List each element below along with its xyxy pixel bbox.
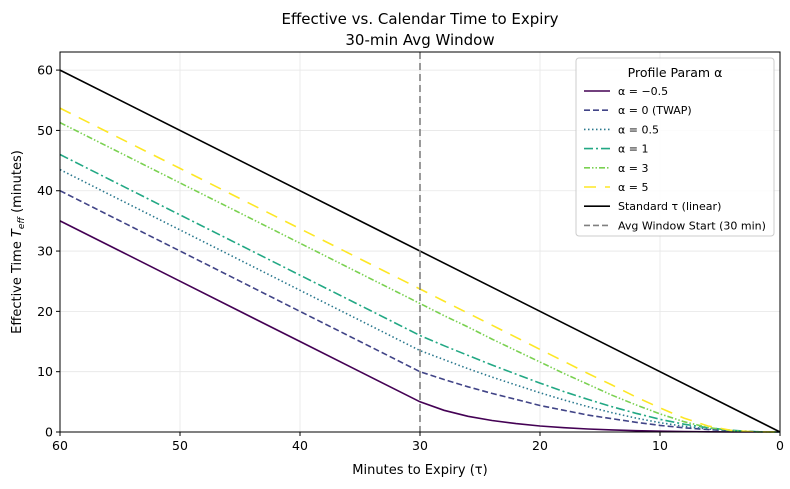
y-axis-label: Effective Time Teff (minutes) [10,150,27,334]
chart-subtitle: 30-min Avg Window [345,31,494,49]
x-axis-label: Minutes to Expiry (τ) [352,463,487,478]
y-tick-label: 60 [37,63,53,78]
series-line-5 [59,107,781,433]
y-tick-label: 50 [37,123,53,138]
legend-label-4: α = 3 [618,162,648,175]
x-tick-label: 60 [52,438,68,453]
legend: Profile Param α α = −0.5 α = 0 (TWAP) α = … [575,57,775,237]
y-tick-label: 20 [37,304,53,319]
legend-label-3: α = 1 [618,143,648,156]
y-tick-label: 40 [37,183,53,198]
legend-label-6: Standard τ (linear) [618,200,721,213]
x-tick-label: 0 [776,438,784,453]
y-tick-label: 30 [37,244,53,259]
legend-label-0: α = −0.5 [618,85,668,98]
legend-box [575,57,775,237]
x-tick-label: 10 [652,438,668,453]
y-tick-label: 0 [45,425,53,440]
y-tick-label: 10 [37,364,53,379]
legend-label-7: Avg Window Start (30 min) [618,219,766,232]
x-tick-label: 30 [412,438,428,453]
chart-title: Effective vs. Calendar Time to Expiry [281,10,558,28]
legend-label-5: α = 5 [618,181,648,194]
legend-title: Profile Param α [628,65,723,80]
series-line-1 [59,189,781,433]
x-tick-label: 40 [292,438,308,453]
ticks: 60 50 40 30 20 10 0 0 10 20 30 40 50 60 [37,63,784,453]
x-tick-label: 50 [172,438,188,453]
legend-label-2: α = 0.5 [618,123,659,136]
legend-label-1: α = 0 (TWAP) [618,104,692,117]
x-tick-label: 20 [532,438,548,453]
